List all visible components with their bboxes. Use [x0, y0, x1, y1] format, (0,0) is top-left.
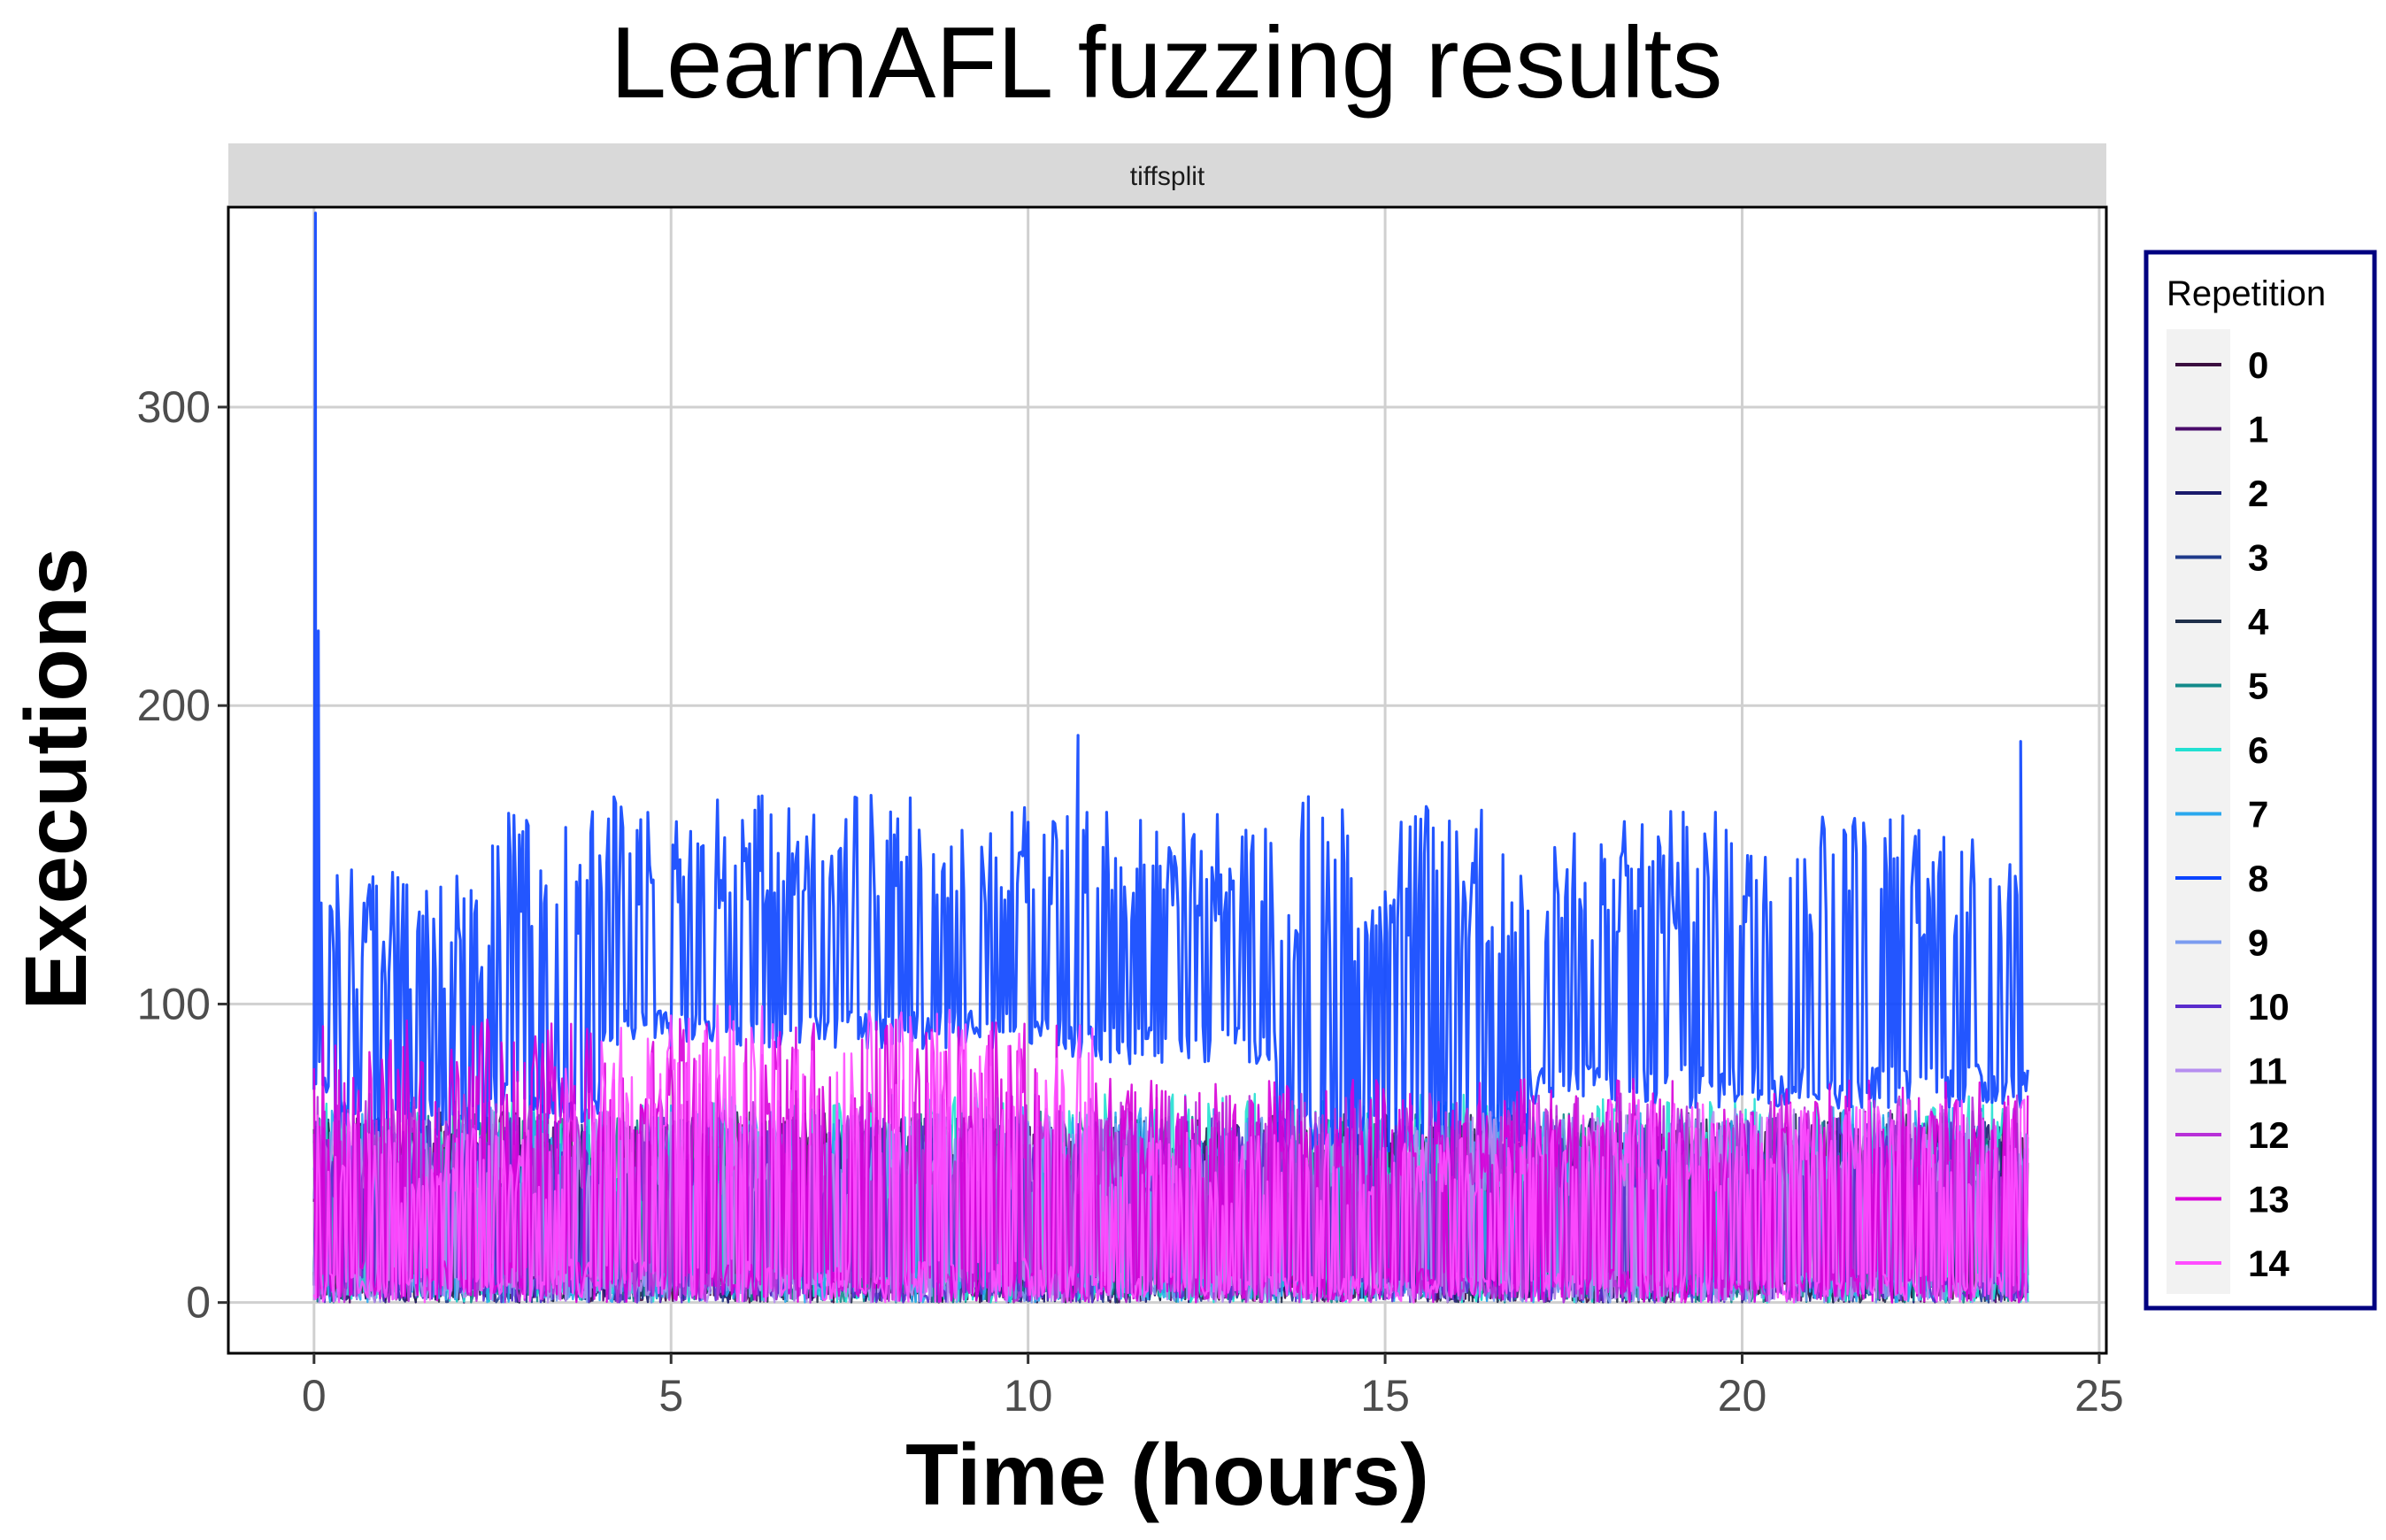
- x-axis: 0 5 10 15 20 25: [302, 1353, 2124, 1421]
- legend-label-7: 7: [2248, 794, 2268, 835]
- legend-label-5: 5: [2248, 666, 2268, 707]
- legend-label-11: 11: [2248, 1051, 2287, 1092]
- legend-label-0: 0: [2248, 344, 2268, 386]
- x-tick-label-5: 25: [2074, 1371, 2124, 1421]
- legend-label-9: 9: [2248, 922, 2268, 964]
- legend-title: Repetition: [2167, 274, 2326, 313]
- legend-label-13: 13: [2248, 1179, 2290, 1220]
- y-tick-label-1: 100: [137, 979, 211, 1028]
- legend-label-10: 10: [2248, 986, 2290, 1028]
- legend-label-8: 8: [2248, 858, 2268, 899]
- y-tick-label-2: 200: [137, 681, 211, 730]
- legend-key-background: [2167, 329, 2230, 1294]
- series-line-13: [312, 1018, 2029, 1304]
- chart-title: LearnAFL fuzzing results: [611, 7, 1723, 119]
- facet-strip: [228, 143, 2106, 205]
- legend-label-12: 12: [2248, 1114, 2290, 1156]
- series-line-14: [312, 1004, 2029, 1304]
- x-axis-title: Time (hours): [905, 1426, 1429, 1523]
- legend-label-4: 4: [2248, 601, 2269, 643]
- facet-strip-label: tiffsplit: [1130, 162, 1205, 191]
- y-axis-title: Executions: [7, 548, 104, 1011]
- series-line-8: [312, 212, 2029, 1169]
- x-tick-label-4: 20: [1718, 1371, 1767, 1421]
- y-tick-label-3: 300: [137, 382, 211, 432]
- legend-label-14: 14: [2248, 1243, 2290, 1284]
- x-tick-label-3: 15: [1360, 1371, 1410, 1421]
- y-tick-label-0: 0: [186, 1278, 211, 1328]
- x-tick-label-2: 10: [1004, 1371, 1053, 1421]
- legend-label-3: 3: [2248, 537, 2268, 579]
- x-tick-label-0: 0: [302, 1371, 327, 1421]
- legend-label-2: 2: [2248, 473, 2268, 514]
- legend-label-1: 1: [2248, 409, 2268, 450]
- series-layer: [312, 212, 2029, 1304]
- plot-border: [227, 205, 2108, 1355]
- y-axis: 0 100 200 300: [137, 382, 228, 1328]
- x-tick-label-1: 5: [658, 1371, 683, 1421]
- legend-label-6: 6: [2248, 729, 2268, 771]
